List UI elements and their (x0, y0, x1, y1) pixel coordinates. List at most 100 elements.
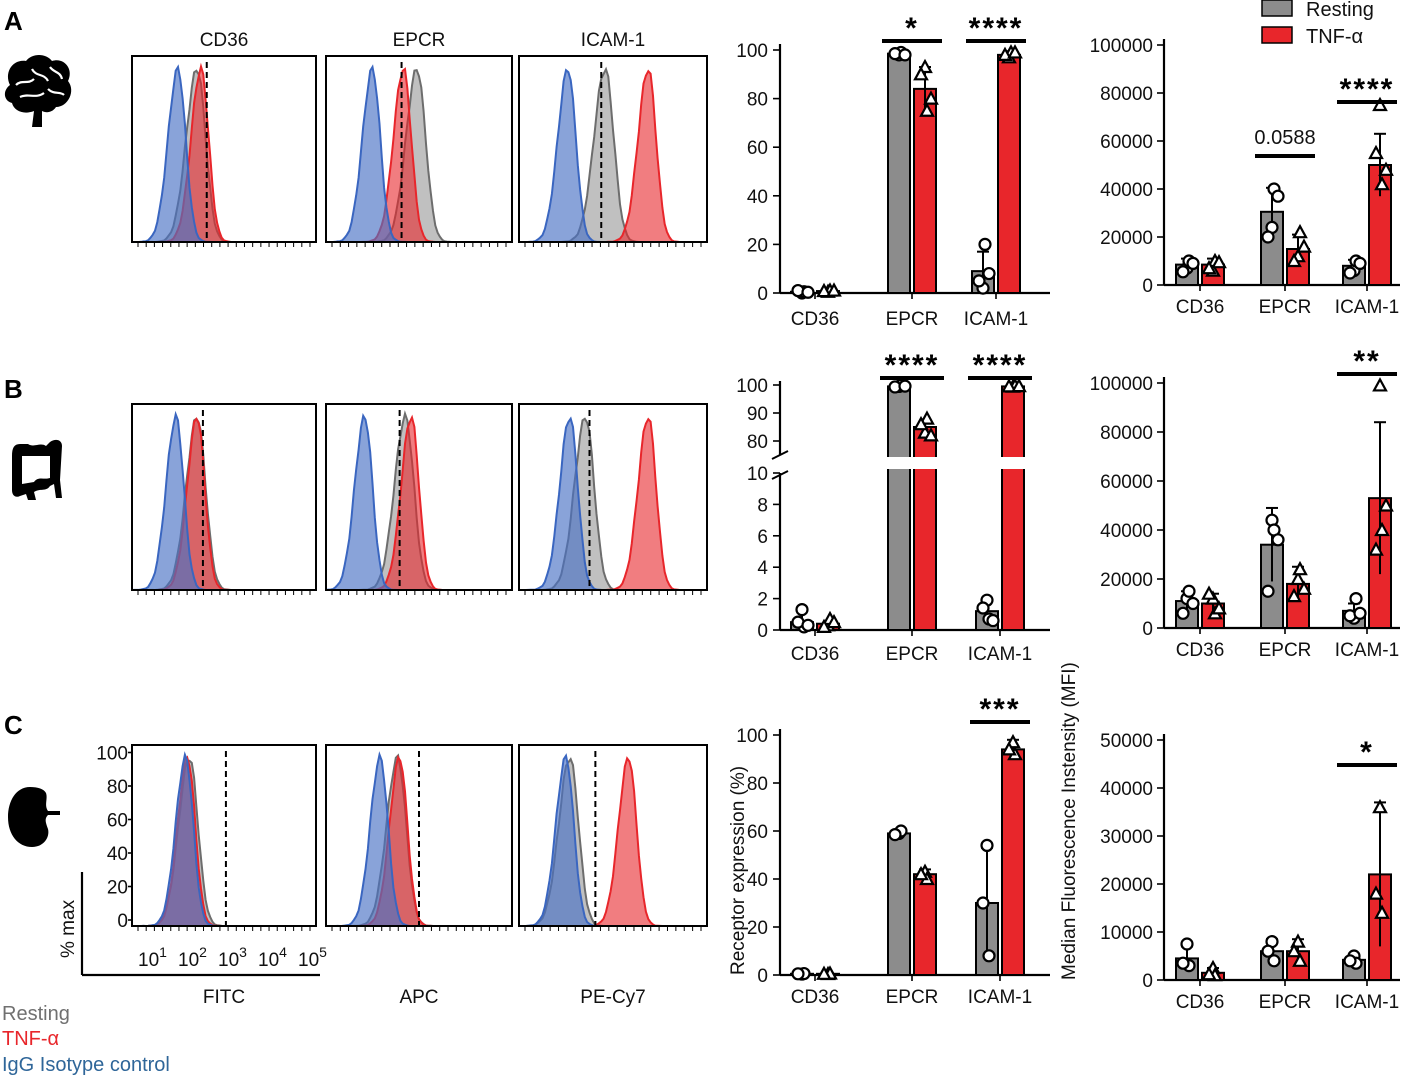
kidney-icon (8, 787, 60, 847)
significance-label: ** (1353, 345, 1380, 378)
data-point-triangle (1368, 885, 1384, 900)
histogram-x-tick-label: 103 (218, 944, 247, 971)
histogram-frame (131, 55, 317, 243)
y-tick-label: 4 (757, 558, 768, 579)
data-point-circle (986, 613, 1000, 628)
data-point-circle (1343, 954, 1357, 968)
histogram-frame (518, 744, 708, 927)
y-tick-label: 0 (757, 966, 768, 987)
data-point-triangle (1292, 952, 1308, 967)
receptor-expression-label: Receptor expression (%) (728, 766, 749, 975)
panel-letter-a: A (4, 6, 23, 36)
bar-tnf-epcr (913, 87, 937, 294)
data-point-triangle (1378, 497, 1394, 512)
y-tick-label: 100 (736, 376, 768, 397)
data-point-triangle (1286, 252, 1302, 268)
x-category-label-cd36: CD36 (1176, 992, 1225, 1013)
histogram-title-icam-1: ICAM-1 (581, 30, 645, 51)
bar-resting-epcr (887, 385, 911, 631)
histogram-c-2 (325, 744, 513, 931)
y-tick-label: 100 (736, 726, 768, 747)
isotype-curve (131, 410, 316, 591)
data-point-triangle (913, 66, 929, 81)
y-tick-label: 2 (757, 590, 768, 611)
legend-bottom-isotype: IgG Isotype control (2, 1054, 170, 1076)
data-point-triangle (1201, 965, 1217, 981)
x-category-label-epcr: EPCR (886, 644, 939, 665)
resting-curve (132, 759, 316, 928)
tnf-curve (132, 755, 316, 927)
histogram-c-3 (518, 744, 708, 931)
x-category-label-icam-1: ICAM-1 (1335, 297, 1399, 318)
y-tick-label: 60000 (1100, 132, 1153, 153)
tnf-curve (519, 417, 707, 591)
data-point-triangle (1290, 933, 1306, 948)
histogram-y-tick-label: 100 (96, 744, 128, 765)
x-category-label-cd36: CD36 (791, 309, 840, 330)
bar-chart-b-percent: 0 2 4 6 8 10 80 90 100 CD36 EPCR ICAM-1 **** **** (736, 349, 1050, 665)
data-point-circle (972, 274, 986, 288)
channel-label-fitc: FITC (203, 987, 245, 1008)
y-tick-label: 60 (747, 138, 768, 159)
x-category-label-icam-1: ICAM-1 (968, 644, 1032, 665)
data-point-circle (1182, 584, 1196, 598)
y-tick-label: 0 (1142, 619, 1153, 640)
data-point-triangle (1011, 377, 1027, 393)
y-tick-label: 40000 (1100, 779, 1153, 800)
y-tick-label: 6 (757, 527, 768, 548)
x-category-label-icam-1: ICAM-1 (968, 987, 1032, 1008)
histogram-x-tick-label: 104 (258, 944, 287, 971)
data-point-triangle (826, 282, 842, 297)
data-point-circle (1180, 937, 1194, 951)
data-point-circle (978, 237, 992, 251)
data-point-triangle (1211, 600, 1227, 615)
y-tick-label: 40 (747, 870, 768, 891)
y-tick-label: 50000 (1100, 731, 1153, 752)
legend-bottom-tnf: TNF-α (2, 1028, 59, 1050)
data-point-triangle (1290, 570, 1306, 586)
significance-label: **** (973, 349, 1028, 382)
histogram-frame (518, 55, 708, 243)
y-tick-label: 20 (747, 918, 768, 939)
data-point-circle (1176, 606, 1190, 620)
y-tick-label: 0 (1142, 276, 1153, 297)
histogram-y-tick-label: 80 (107, 777, 128, 798)
y-tick-label: 8 (757, 495, 768, 516)
data-point-triangle (816, 965, 832, 980)
histogram-y-tick-label: 40 (107, 844, 128, 865)
data-point-circle (1176, 956, 1190, 970)
data-point-triangle (919, 102, 935, 117)
data-point-triangle (1007, 44, 1023, 59)
bar-break-gap (911, 457, 939, 469)
y-tick-label: 60 (747, 822, 768, 843)
x-category-label-cd36: CD36 (1176, 297, 1225, 318)
data-point-circle (1186, 596, 1200, 611)
axis-break-mark (771, 450, 789, 460)
data-point-triangle (1372, 377, 1388, 392)
y-tick-label: 20000 (1100, 228, 1153, 249)
data-point-circle (1261, 944, 1275, 958)
y-tick-label: 10000 (1100, 923, 1153, 944)
data-point-triangle (1292, 560, 1308, 576)
legend-bottom: Resting TNF-α IgG Isotype control (2, 1003, 170, 1076)
data-point-circle (980, 838, 994, 853)
data-point-triangle (1286, 942, 1302, 958)
legend-resting-swatch (1261, 0, 1293, 17)
y-tick-label: 60000 (1100, 472, 1153, 493)
data-point-circle (976, 896, 990, 910)
bar-chart-a-mfi: 0 20000 40000 60000 80000 100000 CD36 EPCR ICAM-… (1090, 36, 1400, 318)
histogram-b-1 (131, 403, 317, 595)
histogram-area: CD36 EPCR ICAM-1 0 20 40 60 80 100 % max 101 102 103… (58, 30, 708, 1008)
data-point-circle (1186, 256, 1200, 270)
data-point-triangle (1001, 378, 1017, 393)
histogram-frame (325, 403, 513, 591)
histogram-frame (325, 744, 513, 927)
histogram-frame (131, 744, 317, 927)
bar-break-gap (885, 457, 913, 469)
x-category-label-cd36: CD36 (1176, 640, 1225, 661)
histogram-frame (325, 55, 513, 243)
legend-tnf-swatch (1261, 26, 1293, 44)
data-point-triangle (1296, 238, 1312, 253)
